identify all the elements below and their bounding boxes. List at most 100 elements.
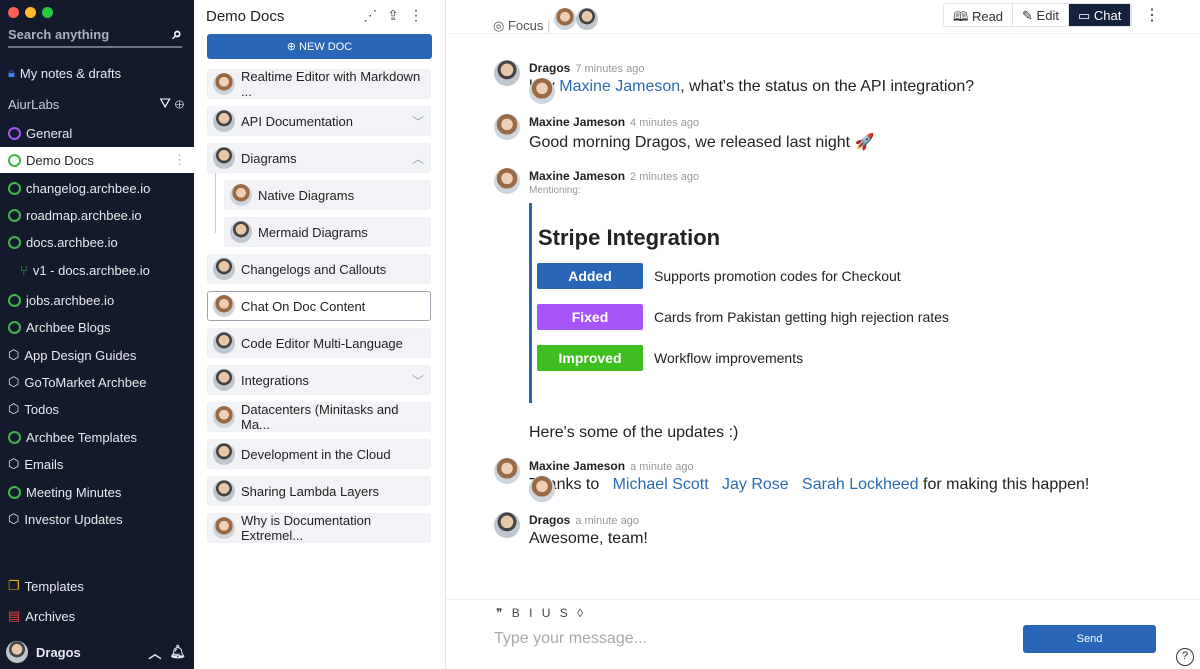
globe-icon	[8, 208, 21, 222]
globe-icon	[8, 320, 21, 334]
send-button[interactable]: Send	[1023, 625, 1156, 653]
maximize-dot[interactable]	[42, 7, 53, 18]
sidebar-item[interactable]: roadmap.archbee.io	[0, 202, 194, 228]
sidebar-item-label: docs.archbee.io	[26, 234, 118, 250]
doc-item[interactable]: Why is Documentation Extremel...	[207, 513, 431, 543]
mentioned-doc-card[interactable]: Stripe Integration Added Supports promoti…	[529, 203, 1029, 403]
focus-button[interactable]: ◎ Focus |	[493, 8, 599, 34]
chevron-up-icon[interactable]: ︿	[148, 645, 162, 661]
timestamp: 7 minutes ago	[575, 63, 645, 75]
archives[interactable]: ▤ Archives	[0, 603, 194, 629]
bell-icon[interactable]: 🔔︎	[169, 644, 186, 659]
sidebar-item[interactable]: ⬡ Investor Updates	[0, 506, 194, 532]
doc-item[interactable]: Mermaid Diagrams	[224, 217, 431, 247]
archives-label: Archives	[25, 608, 76, 624]
text: Good morning Dragos, we released last ni…	[529, 134, 875, 151]
globe-icon	[8, 485, 21, 499]
doc-item[interactable]: API Documentation ﹀	[207, 106, 431, 136]
sidebar-item[interactable]: jobs.archbee.io	[0, 287, 194, 313]
user-menu[interactable]: Dragos ︿ 🔔︎	[6, 641, 186, 663]
text: Awesome, team!	[529, 530, 648, 547]
doc-title: Diagrams	[241, 150, 297, 166]
chevron-down-icon[interactable]: ﹀	[411, 373, 424, 388]
cube-icon: ⬡	[8, 347, 20, 362]
doc-title: API Documentation	[241, 113, 354, 129]
format-toolbar[interactable]: ❞ B I U S ◊	[496, 606, 587, 620]
doc-title: Chat On Doc Content	[241, 298, 366, 314]
avatar	[213, 443, 235, 465]
more-icon[interactable]: ⋮	[173, 152, 186, 167]
mention-link[interactable]: Maxine Jameson	[559, 78, 681, 95]
sidebar-item-label: Emails	[24, 456, 64, 472]
avatar	[529, 476, 555, 502]
sidebar-item[interactable]: changelog.archbee.io	[0, 175, 194, 201]
templates-label: Templates	[24, 578, 84, 594]
doc-item[interactable]: Development in the Cloud	[207, 439, 431, 469]
sidebar-item[interactable]: ⬡ App Design Guides	[0, 342, 194, 368]
sidebar-item-label: App Design Guides	[24, 347, 137, 363]
avatar	[213, 73, 235, 95]
doc-item[interactable]: Datacenters (Minitasks and Ma...	[207, 402, 431, 432]
doc-item[interactable]: Sharing Lambda Layers	[207, 476, 431, 506]
tab-chat[interactable]: ▭ Chat	[1068, 4, 1132, 26]
sidebar-item[interactable]: docs.archbee.io	[0, 229, 194, 255]
sidebar-item[interactable]: Demo Docs ⋮	[0, 147, 194, 173]
status-badge: Fixed	[537, 304, 643, 330]
doc-item[interactable]: Realtime Editor with Markdown ...	[207, 69, 431, 99]
my-notes[interactable]: 🔒︎ My notes & drafts	[0, 60, 194, 86]
doc-title: Native Diagrams	[258, 187, 355, 203]
avatar	[230, 184, 252, 206]
changelog-row: Fixed Cards from Pakistan getting high re…	[537, 304, 949, 330]
sidebar-item[interactable]: Archbee Templates	[0, 424, 194, 450]
sidebar-item[interactable]: ⬡ GoToMarket Archbee	[0, 369, 194, 395]
avatar	[213, 110, 235, 132]
doc-title: Code Editor Multi-Language	[241, 335, 403, 351]
sidebar-item[interactable]: Meeting Minutes	[0, 479, 194, 505]
tab-label: Read	[971, 9, 1004, 24]
filter-add-icons[interactable]: ⛛ ⊕	[159, 95, 184, 111]
doc-title: Integrations	[241, 372, 309, 388]
mention-link[interactable]: Sarah Lockheed	[802, 476, 919, 493]
doc-item[interactable]: Diagrams ︿	[207, 143, 431, 173]
close-dot[interactable]	[8, 7, 19, 18]
avatar	[494, 168, 520, 194]
doc-item[interactable]: Chat On Doc Content	[207, 291, 431, 321]
avatar	[213, 147, 235, 169]
mention-link[interactable]: Jay Rose	[722, 476, 789, 493]
sidebar-item[interactable]: Archbee Blogs	[0, 314, 194, 340]
sidebar-item-label: Archbee Blogs	[26, 319, 111, 335]
cube-icon: ⬡	[8, 401, 20, 416]
sidebar-item[interactable]: ⬡ Emails	[0, 451, 194, 477]
card-title: Stripe Integration	[538, 225, 721, 250]
mention-link[interactable]: Michael Scott	[612, 476, 709, 493]
avatar	[494, 60, 520, 86]
branch-icon: ⑂	[20, 262, 28, 278]
sidebar-item[interactable]: General	[0, 120, 194, 146]
chevron-down-icon[interactable]: ﹀	[411, 114, 424, 129]
search-input[interactable]: Search anything ⌕	[8, 22, 182, 48]
new-doc-button[interactable]: ⊕ NEW DOC	[207, 34, 432, 59]
minimize-dot[interactable]	[25, 7, 36, 18]
changelog-row: Added Supports promotion codes for Checko…	[537, 263, 901, 289]
lock-icon: 🔒︎	[8, 65, 15, 80]
doc-item[interactable]: Integrations ﹀	[207, 365, 431, 395]
more-icon[interactable]: ⋮	[1144, 7, 1160, 24]
chevron-up-icon[interactable]: ︿	[411, 151, 424, 166]
doc-item[interactable]: Code Editor Multi-Language	[207, 328, 431, 358]
tab-edit[interactable]: ✎ Edit	[1013, 4, 1069, 26]
avatar	[213, 332, 235, 354]
doc-item[interactable]: Changelogs and Callouts	[207, 254, 431, 284]
templates[interactable]: ❐ Templates	[0, 573, 194, 599]
doc-title: Realtime Editor with Markdown ...	[241, 69, 421, 99]
workspace-name: AiurLabs	[8, 97, 60, 112]
sidebar-item[interactable]: ⑂ v1 - docs.archbee.io	[0, 257, 194, 283]
author: Maxine Jameson	[529, 169, 626, 183]
doc-item[interactable]: Native Diagrams	[224, 180, 431, 210]
tab-read[interactable]: 🕮 Read	[944, 4, 1014, 26]
search-icon[interactable]: ⌕	[172, 24, 182, 43]
sidebar-item[interactable]: ⬡ Todos	[0, 396, 194, 422]
share-export-more-icons[interactable]: ⋰⇪⋮	[363, 7, 433, 23]
help-icon[interactable]: ?	[1176, 648, 1194, 666]
avatar	[494, 114, 520, 140]
message-input[interactable]	[494, 630, 894, 648]
